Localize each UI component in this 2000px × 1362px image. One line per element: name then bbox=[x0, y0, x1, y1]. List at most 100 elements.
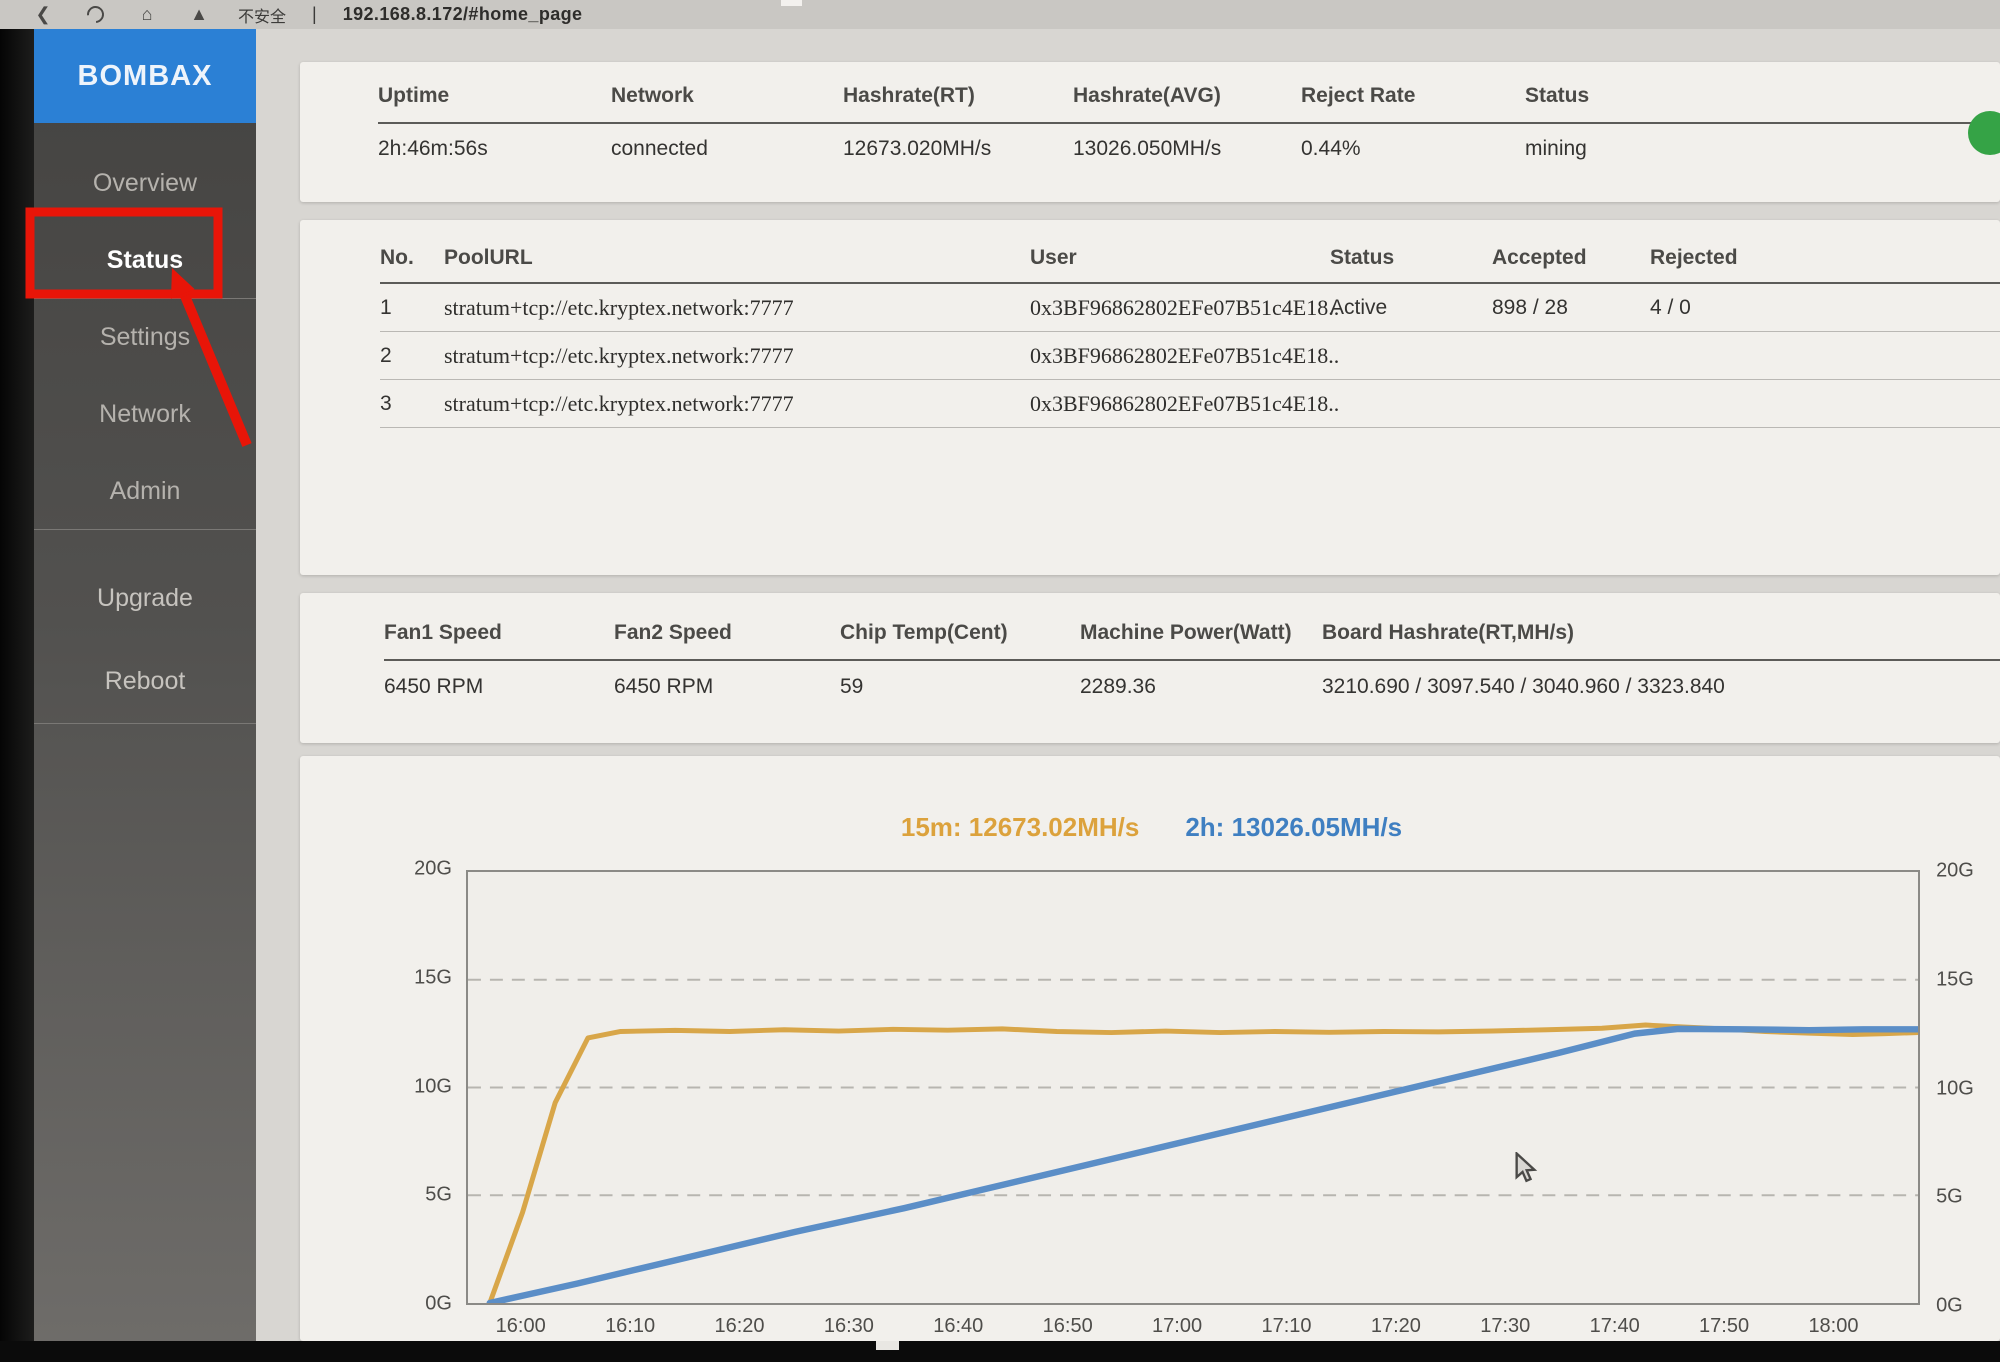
x-axis: 16:00 16:10 16:20 16:30 16:40 16:50 17:00 17:10… bbox=[466, 1305, 1921, 1341]
sidebar: BOMBAX Overview Status Settings Network … bbox=[34, 29, 256, 1341]
hw-header-machine-power: Machine Power(Watt) bbox=[1080, 621, 1292, 644]
y-axis-left: 20G 15G 10G 5G 0G bbox=[378, 857, 466, 1314]
series-line-15m bbox=[487, 1022, 1919, 1303]
machine-power-value: 2289.36 bbox=[1080, 675, 1156, 698]
reject-rate-value: 0.44% bbox=[1301, 137, 1361, 160]
x-axis-label: 17:10 bbox=[1261, 1315, 1312, 1337]
network-value: connected bbox=[611, 137, 708, 160]
hashrate-avg-value: 13026.050MH/s bbox=[1073, 137, 1222, 160]
y-axis-label-left: 5G bbox=[425, 1183, 452, 1206]
pool-no: 2 bbox=[380, 343, 392, 367]
screen-notch-top bbox=[781, 0, 802, 6]
status-indicator-dot bbox=[1968, 111, 2000, 155]
summary-header-status: Status bbox=[1525, 84, 1590, 107]
pool-url: stratum+tcp://etc.kryptex.network:7777 bbox=[444, 294, 794, 320]
hw-header-chip-temp: Chip Temp(Cent) bbox=[840, 621, 1008, 644]
security-label[interactable]: 不安全 bbox=[238, 8, 287, 26]
hw-header-fan2: Fan2 Speed bbox=[614, 621, 732, 644]
pools-card: No. PoolURL User Status Accepted Rejecte… bbox=[300, 220, 2000, 575]
summary-header-uptime: Uptime bbox=[378, 84, 450, 107]
mouse-cursor bbox=[1512, 1150, 1542, 1191]
chart-plot-area bbox=[465, 870, 1921, 1305]
y-axis-label-left: 0G bbox=[425, 1292, 452, 1315]
summary-header-reject-rate: Reject Rate bbox=[1301, 84, 1416, 107]
warning-triangle-icon: ▲ bbox=[190, 4, 208, 24]
y-axis-label-left: 10G bbox=[414, 1074, 452, 1097]
sidebar-item-overview[interactable]: Overview bbox=[92, 169, 198, 197]
board-hashrate-value: 3210.690 / 3097.540 / 3040.960 / 3323.84… bbox=[1322, 675, 1725, 698]
x-axis-label: 17:20 bbox=[1370, 1315, 1421, 1337]
pool-user: 0x3BF96862802EFe07B51c4E18.. bbox=[1030, 294, 1340, 320]
back-icon[interactable]: ❮ bbox=[35, 4, 51, 24]
main-content: Uptime Network Hashrate(RT) Hashrate(AVG… bbox=[256, 29, 2000, 1341]
sidebar-item-reboot[interactable]: Reboot bbox=[34, 640, 256, 724]
legend-item-2h: 2h: 13026.05MH/s bbox=[1185, 812, 1403, 842]
pool-user: 0x3BF96862802EFe07B51c4E18.. bbox=[1030, 390, 1340, 416]
pool-url: stratum+tcp://etc.kryptex.network:7777 bbox=[444, 342, 794, 368]
pool-row-2: 2 stratum+tcp://etc.kryptex.network:7777… bbox=[380, 332, 2000, 380]
y-axis-label-right: 5G bbox=[1936, 1185, 1963, 1208]
pool-no: 3 bbox=[380, 391, 392, 415]
y-axis-label-right: 0G bbox=[1936, 1294, 1963, 1317]
x-axis-label: 16:30 bbox=[823, 1315, 874, 1337]
brand-logo: BOMBAX bbox=[34, 29, 256, 123]
pool-rejected: 4 / 0 bbox=[1650, 295, 1691, 319]
pool-header-no: No. bbox=[380, 246, 414, 269]
pool-accepted: 898 / 28 bbox=[1492, 295, 1568, 319]
sidebar-item-settings[interactable]: Settings bbox=[99, 323, 191, 351]
y-axis-right: 20G 15G 10G 5G 0G bbox=[1920, 860, 2000, 1317]
x-axis-label: 16:20 bbox=[714, 1315, 765, 1337]
x-axis-label: 16:40 bbox=[933, 1315, 984, 1337]
chart-legend: 15m: 12673.02MH/s 2h: 13026.05MH/s bbox=[380, 812, 1923, 846]
pool-header-divider bbox=[380, 282, 2000, 284]
y-axis-label-left: 20G bbox=[414, 857, 452, 880]
y-axis-label-right: 10G bbox=[1936, 1077, 1974, 1100]
pool-status: Active bbox=[1330, 295, 1388, 319]
x-axis-label: 17:40 bbox=[1589, 1315, 1640, 1337]
summary-header-hashrate-rt: Hashrate(RT) bbox=[843, 84, 975, 107]
taskbar-strip bbox=[0, 1341, 2000, 1362]
pool-row-1: 1 stratum+tcp://etc.kryptex.network:7777… bbox=[380, 284, 2000, 332]
pool-header-url: PoolURL bbox=[444, 246, 533, 269]
sidebar-item-status[interactable]: Status bbox=[34, 222, 256, 299]
pool-header-accepted: Accepted bbox=[1492, 246, 1587, 269]
summary-header-network: Network bbox=[611, 84, 694, 107]
pool-row-3: 3 stratum+tcp://etc.kryptex.network:7777… bbox=[380, 380, 2000, 428]
x-axis-label: 16:00 bbox=[495, 1315, 546, 1337]
url-text[interactable]: 192.168.8.172/#home_page bbox=[342, 4, 583, 24]
url-separator: | bbox=[312, 4, 317, 24]
hashrate-chart-card: 15m: 12673.02MH/s 2h: 13026.05MH/s 20G 15… bbox=[300, 756, 2000, 1341]
x-axis-label: 17:50 bbox=[1699, 1315, 1750, 1337]
pool-no: 1 bbox=[380, 295, 392, 319]
pool-url: stratum+tcp://etc.kryptex.network:7777 bbox=[444, 390, 794, 416]
browser-address-bar: ❮ ⌂ ▲ 不安全 | 192.168.8.172/#home_page bbox=[0, 0, 2000, 29]
sidebar-nav: Overview Status Settings Network Admin U… bbox=[34, 123, 256, 724]
status-value: mining bbox=[1525, 137, 1587, 160]
hw-header-board-hashrate: Board Hashrate(RT,MH/s) bbox=[1322, 621, 1575, 644]
hw-divider bbox=[384, 659, 2000, 661]
summary-header-hashrate-avg: Hashrate(AVG) bbox=[1073, 84, 1221, 107]
y-axis-label-right: 15G bbox=[1936, 968, 1974, 991]
x-axis-label: 16:50 bbox=[1042, 1315, 1093, 1337]
reload-icon[interactable] bbox=[82, 2, 108, 28]
screen-notch-bottom bbox=[876, 1341, 899, 1350]
sidebar-item-upgrade[interactable]: Upgrade bbox=[97, 583, 193, 612]
pool-header-user: User bbox=[1030, 246, 1077, 269]
monitor-bezel bbox=[0, 29, 34, 1341]
hashrate-line-chart bbox=[467, 978, 1919, 1303]
uptime-value: 2h:46m:56s bbox=[378, 137, 488, 160]
fan2-speed-value: 6450 RPM bbox=[614, 675, 714, 698]
hashrate-rt-value: 12673.020MH/s bbox=[843, 137, 992, 160]
pool-header-rejected: Rejected bbox=[1650, 246, 1738, 269]
summary-card: Uptime Network Hashrate(RT) Hashrate(AVG… bbox=[300, 62, 2000, 202]
sidebar-item-admin[interactable]: Admin bbox=[34, 453, 256, 530]
chip-temp-value: 59 bbox=[840, 675, 864, 698]
hw-header-fan1: Fan1 Speed bbox=[384, 621, 502, 644]
x-axis-label: 17:30 bbox=[1480, 1315, 1531, 1337]
pool-user: 0x3BF96862802EFe07B51c4E18.. bbox=[1030, 342, 1340, 368]
sidebar-item-network[interactable]: Network bbox=[99, 400, 191, 428]
home-icon[interactable]: ⌂ bbox=[141, 4, 153, 24]
legend-item-15m: 15m: 12673.02MH/s bbox=[900, 812, 1140, 842]
series-line-2h bbox=[486, 1025, 1919, 1303]
